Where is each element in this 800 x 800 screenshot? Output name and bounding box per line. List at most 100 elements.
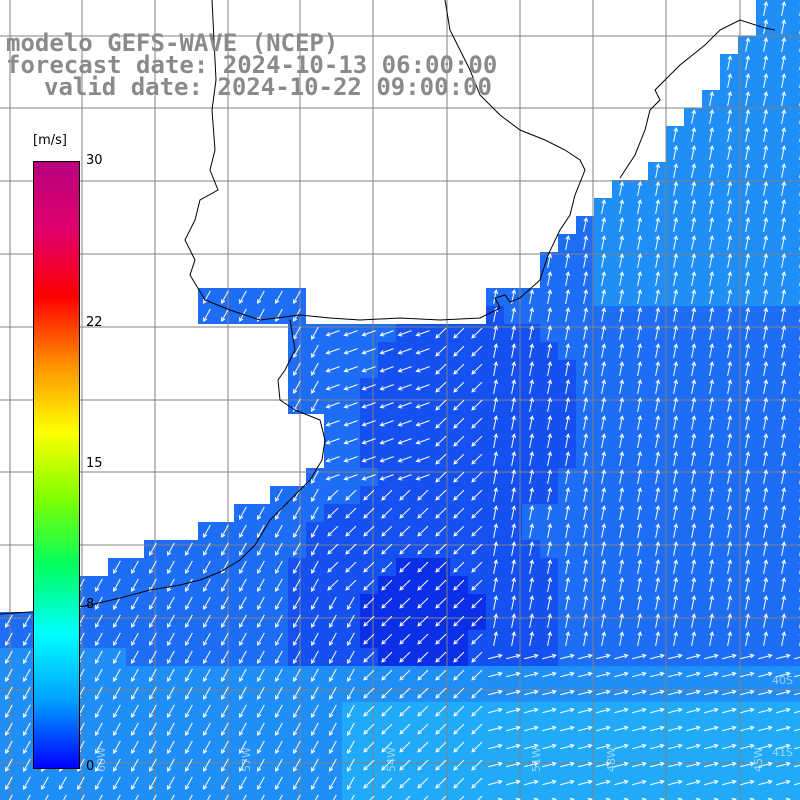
wind-arrow [619, 217, 625, 232]
wind-arrow [619, 595, 625, 610]
wind-arrow [221, 614, 229, 629]
wind-arrow [239, 308, 247, 323]
wind-arrow [471, 615, 483, 627]
wind-arrow [185, 632, 193, 647]
wind-arrow [529, 343, 535, 358]
wind-arrow [691, 613, 697, 628]
wind-arrow [565, 577, 571, 592]
wind-arrow [381, 561, 393, 573]
wind-arrow [655, 361, 661, 376]
wind-arrow [343, 330, 358, 337]
wind-arrow [5, 686, 13, 701]
wind-arrow [471, 597, 483, 609]
wind-arrow [673, 217, 679, 232]
wind-arrow [727, 541, 733, 556]
wind-arrow [95, 776, 103, 791]
wind-arrow [459, 795, 465, 800]
wind-arrow [637, 415, 643, 430]
wind-arrow [311, 560, 319, 575]
wind-arrow [23, 686, 31, 701]
wind-arrow [547, 541, 553, 556]
wind-arrow [619, 325, 625, 340]
wind-arrow [453, 417, 465, 429]
wind-arrow [763, 91, 769, 106]
colorbar-unit: [m/s] [33, 133, 67, 148]
wind-arrow [619, 235, 625, 250]
wind-cell [450, 792, 468, 800]
wind-arrow [5, 704, 13, 719]
wind-arrow [637, 577, 643, 592]
wind-arrow [311, 740, 319, 755]
wind-arrow [131, 650, 139, 665]
wind-arrow [453, 669, 465, 681]
wind-arrow [547, 469, 553, 484]
wind-cell [18, 792, 36, 800]
wind-arrow [691, 505, 697, 520]
wind-arrow [149, 758, 157, 773]
coastline-south [0, 319, 326, 615]
wind-arrow [632, 779, 647, 786]
wind-arrow [311, 524, 319, 539]
wind-arrow [619, 361, 625, 376]
wind-arrow [601, 253, 607, 268]
wind-arrow [327, 543, 339, 555]
wind-arrow [529, 541, 535, 556]
wind-arrow [363, 633, 375, 645]
wind-arrow [542, 653, 557, 660]
wind-arrow [23, 614, 31, 629]
wind-arrow [275, 668, 283, 683]
wind-arrow [435, 435, 447, 447]
wind-arrow [578, 707, 593, 714]
wind-arrow [583, 361, 589, 376]
wind-arrow [596, 671, 611, 678]
wind-arrow [637, 379, 643, 394]
wind-cell [792, 756, 800, 774]
wind-arrow [311, 650, 319, 665]
wind-arrow [506, 689, 521, 696]
wind-arrow [673, 577, 679, 592]
wind-arrow [95, 686, 103, 701]
wind-arrow [758, 671, 773, 678]
wind-cell [414, 792, 432, 800]
wind-arrow [529, 361, 535, 376]
wind-arrow [203, 578, 211, 593]
wind-arrow [781, 523, 787, 538]
wind-arrow [453, 759, 465, 771]
wind-arrow [601, 235, 607, 250]
wind-arrow [26, 794, 31, 800]
wind-arrow [619, 289, 625, 304]
wind-arrow [62, 794, 67, 800]
wind-arrow [363, 525, 375, 537]
wind-arrow [471, 651, 483, 663]
wind-arrow [471, 561, 483, 573]
wind-arrow [763, 19, 769, 34]
wind-arrow [311, 470, 319, 485]
wind-arrow [745, 37, 751, 52]
wind-arrow [709, 325, 715, 340]
wind-cell [684, 792, 702, 800]
wind-arrow [311, 758, 319, 773]
wind-arrow [506, 761, 521, 768]
wind-arrow [221, 668, 229, 683]
wind-arrow [583, 559, 589, 574]
wind-cell [792, 342, 800, 360]
wind-arrow [311, 632, 319, 647]
wind-arrow [781, 631, 787, 646]
wind-arrow [5, 758, 13, 773]
wind-arrow [740, 743, 755, 750]
wind-arrow [185, 758, 193, 773]
wind-arrow [23, 650, 31, 665]
wind-arrow [113, 758, 121, 773]
wind-cell [792, 612, 800, 630]
wind-arrow [293, 542, 301, 557]
wind-arrow [363, 705, 375, 717]
wind-arrow [95, 722, 103, 737]
colorbar-tick-label: 30 [86, 153, 103, 168]
wind-arrow [601, 199, 607, 214]
wind-arrow [203, 668, 211, 683]
wind-arrow [379, 348, 394, 355]
wind-arrow [727, 253, 733, 268]
wind-arrow [345, 579, 357, 591]
wind-arrow [794, 674, 800, 678]
wind-arrow [673, 487, 679, 502]
